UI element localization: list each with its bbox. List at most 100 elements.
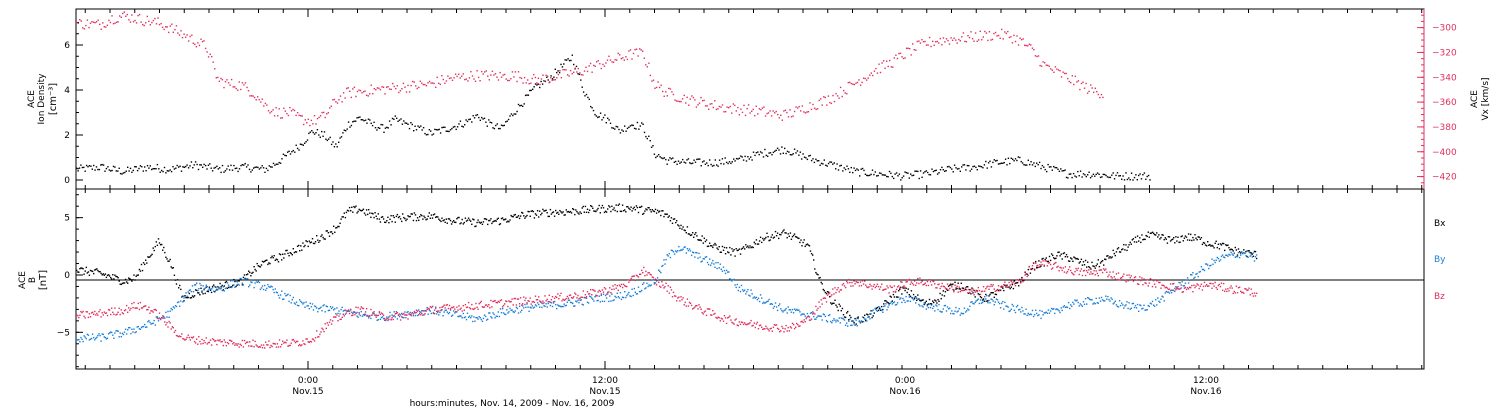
bz-series-point bbox=[1139, 276, 1141, 278]
vx-series-point bbox=[981, 39, 983, 41]
density-series-point bbox=[335, 143, 337, 145]
bz-series-point bbox=[188, 336, 190, 339]
bz-series-point bbox=[895, 288, 898, 291]
vx-series-point bbox=[287, 114, 290, 117]
by-series-point bbox=[275, 291, 278, 293]
vx-series-point bbox=[812, 103, 814, 106]
vx-series-point bbox=[240, 88, 242, 91]
bx-series-point bbox=[1196, 239, 1198, 241]
by-series-point bbox=[767, 300, 769, 302]
by-series-point bbox=[463, 316, 465, 319]
bz-series-point bbox=[765, 325, 767, 327]
density-series-point bbox=[202, 166, 204, 168]
density-series-point bbox=[798, 154, 800, 156]
density-series-point bbox=[388, 120, 391, 122]
bx-series-point bbox=[420, 214, 422, 216]
bx-series-point bbox=[165, 256, 167, 258]
vx-series-point bbox=[261, 98, 263, 100]
bx-series-point bbox=[499, 223, 502, 225]
by-series-point bbox=[673, 253, 676, 255]
bz-series-point bbox=[603, 287, 606, 289]
by-series-point bbox=[596, 300, 598, 302]
bz-series-point bbox=[93, 313, 95, 315]
bz-series-point bbox=[135, 307, 137, 309]
density-series-point bbox=[204, 164, 207, 167]
by-series-point bbox=[878, 306, 881, 308]
vx-series-point bbox=[329, 107, 331, 109]
bx-series-point bbox=[1161, 234, 1163, 236]
bz-series-point bbox=[295, 340, 298, 343]
by-series-point bbox=[305, 301, 307, 303]
by-series-point bbox=[723, 269, 726, 272]
vx-series-point bbox=[867, 77, 869, 79]
vx-series-point bbox=[692, 96, 695, 99]
vx-series-point bbox=[824, 96, 826, 99]
bz-series-point bbox=[261, 347, 264, 349]
by-series-point bbox=[1242, 253, 1244, 255]
by-series-point bbox=[412, 313, 415, 315]
by-series-point bbox=[1199, 270, 1201, 273]
bz-series-point bbox=[501, 306, 504, 308]
density-series-point bbox=[397, 120, 399, 122]
density-series-point bbox=[390, 124, 392, 126]
vx-series-point bbox=[922, 41, 925, 43]
bx-series-point bbox=[171, 267, 173, 269]
bz-series-point bbox=[82, 310, 84, 313]
density-series-point bbox=[799, 151, 801, 153]
bx-series-point bbox=[162, 249, 164, 251]
bx-series-point bbox=[636, 206, 639, 209]
vx-series-point bbox=[936, 40, 938, 43]
by-series-point bbox=[693, 252, 695, 254]
by-series-point bbox=[551, 305, 554, 308]
by-series-point bbox=[188, 289, 190, 291]
by-series-point bbox=[804, 315, 806, 317]
bz-series-point bbox=[551, 296, 554, 298]
bx-series-point bbox=[217, 286, 219, 288]
bx-series-point bbox=[1088, 266, 1090, 268]
vx-series-point bbox=[628, 50, 630, 52]
by-series-point bbox=[802, 313, 804, 315]
vx-series-point bbox=[939, 37, 941, 40]
bx-series-point bbox=[802, 241, 804, 244]
bz-series-point bbox=[386, 318, 388, 320]
by-series-point bbox=[1203, 269, 1206, 272]
by-series-point bbox=[658, 269, 660, 271]
bz-series-point bbox=[868, 286, 870, 288]
by-series-point bbox=[953, 313, 955, 315]
density-series-point bbox=[893, 177, 895, 180]
density-series-point bbox=[110, 170, 112, 172]
bx-series-point bbox=[1053, 257, 1055, 259]
bx-series-point bbox=[185, 296, 187, 299]
bx-series-point bbox=[819, 276, 821, 279]
by-series-point bbox=[380, 316, 383, 319]
density-series-point bbox=[948, 165, 950, 168]
by-series-point bbox=[847, 325, 849, 327]
density-series-point bbox=[430, 130, 432, 132]
by-series-point bbox=[843, 319, 846, 321]
by-series-point bbox=[389, 311, 391, 314]
bz-series-point bbox=[916, 282, 918, 284]
bx-series-point bbox=[331, 233, 334, 235]
by-series-point bbox=[102, 333, 104, 336]
bz-series-point bbox=[396, 312, 399, 314]
density-series-point bbox=[328, 138, 330, 140]
by-series-point bbox=[430, 312, 433, 315]
bz-series-point bbox=[1069, 266, 1071, 268]
by-series-point bbox=[199, 282, 201, 285]
bz-series-point bbox=[429, 306, 431, 308]
density-series-point bbox=[145, 170, 147, 172]
density-series-point bbox=[832, 163, 834, 165]
bx-series-point bbox=[470, 220, 472, 222]
bx-series-point bbox=[466, 219, 469, 221]
bx-series-point bbox=[215, 286, 217, 288]
density-series-point bbox=[329, 136, 331, 139]
bx-series-point bbox=[699, 239, 701, 241]
density-series-point bbox=[853, 167, 855, 169]
bx-series-point bbox=[123, 282, 126, 284]
bx-series-point bbox=[1077, 258, 1079, 260]
by-series-point bbox=[1160, 298, 1162, 300]
vx-series-point bbox=[330, 105, 332, 107]
by-series-point bbox=[235, 280, 237, 282]
vx-series-point bbox=[925, 44, 928, 46]
vx-series-point bbox=[289, 106, 291, 109]
